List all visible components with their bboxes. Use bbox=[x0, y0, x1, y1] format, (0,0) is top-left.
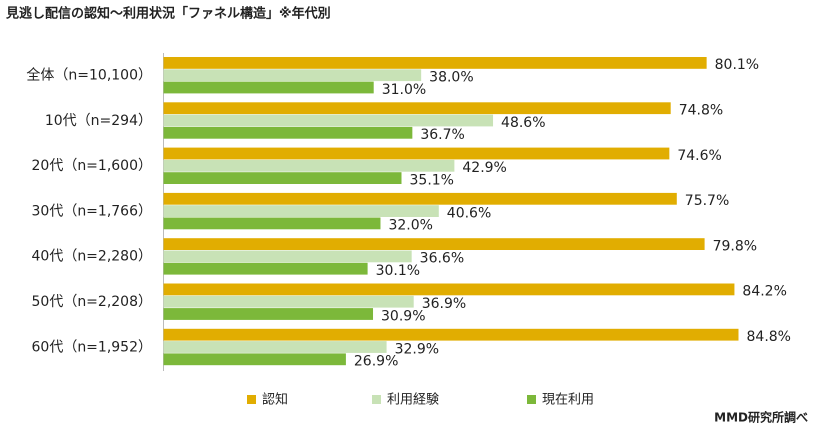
value-label: 30.9% bbox=[381, 308, 425, 324]
category-label: 30代（n=1,766） bbox=[32, 203, 153, 219]
legend-swatch bbox=[247, 395, 256, 404]
bar bbox=[163, 102, 671, 115]
value-label: 38.0% bbox=[429, 69, 473, 85]
category-label: 20代（n=1,600） bbox=[32, 158, 153, 174]
value-label: 84.8% bbox=[747, 329, 791, 345]
bar bbox=[163, 57, 707, 69]
legend-label: 利用経験 bbox=[387, 393, 439, 408]
bar bbox=[163, 159, 455, 172]
value-label: 36.9% bbox=[422, 296, 466, 312]
value-label: 42.9% bbox=[462, 160, 506, 176]
bar bbox=[163, 353, 346, 366]
bar bbox=[163, 328, 739, 341]
bar bbox=[163, 238, 705, 250]
value-label: 80.1% bbox=[715, 57, 759, 73]
value-label: 26.9% bbox=[354, 354, 398, 370]
value-label: 40.6% bbox=[447, 205, 491, 221]
category-label: 40代（n=2,280） bbox=[32, 249, 153, 265]
bar bbox=[163, 308, 374, 320]
legend-label: 現在利用 bbox=[542, 393, 594, 408]
bar bbox=[163, 205, 439, 217]
bar bbox=[163, 250, 412, 263]
bar bbox=[163, 147, 670, 160]
legend-swatch bbox=[372, 395, 381, 404]
category-label: 全体（n=10,100） bbox=[26, 66, 152, 83]
bar bbox=[163, 126, 413, 139]
value-label: 32.9% bbox=[395, 341, 439, 357]
bar bbox=[163, 262, 368, 275]
value-label: 84.2% bbox=[742, 284, 786, 300]
bar bbox=[163, 217, 381, 230]
value-label: 79.8% bbox=[713, 238, 757, 254]
bar bbox=[163, 341, 387, 353]
legend-swatch bbox=[527, 395, 536, 404]
value-label: 32.0% bbox=[388, 218, 432, 234]
source-note: MMD研究所調べ bbox=[714, 410, 808, 425]
bar bbox=[163, 114, 494, 127]
bar bbox=[163, 172, 402, 184]
bar bbox=[163, 192, 677, 205]
category-label: 10代（n=294） bbox=[45, 113, 152, 129]
chart-title: 見逃し配信の認知～利用状況「ファネル構造」※年代別 bbox=[5, 6, 331, 22]
value-label: 35.1% bbox=[410, 172, 454, 188]
bar bbox=[163, 81, 374, 94]
bar bbox=[163, 69, 422, 82]
value-label: 30.1% bbox=[376, 263, 420, 279]
value-label: 48.6% bbox=[501, 115, 545, 131]
bar bbox=[163, 295, 414, 308]
value-label: 75.7% bbox=[685, 193, 729, 209]
legend-label: 認知 bbox=[262, 392, 288, 408]
value-label: 74.8% bbox=[679, 102, 723, 118]
category-label: 60代（n=1,952） bbox=[32, 339, 153, 355]
value-label: 74.6% bbox=[677, 148, 721, 164]
value-label: 31.0% bbox=[382, 82, 426, 98]
bar bbox=[163, 283, 735, 296]
value-label: 36.6% bbox=[420, 251, 464, 267]
category-label: 50代（n=2,208） bbox=[32, 294, 153, 310]
value-label: 36.7% bbox=[420, 127, 464, 143]
